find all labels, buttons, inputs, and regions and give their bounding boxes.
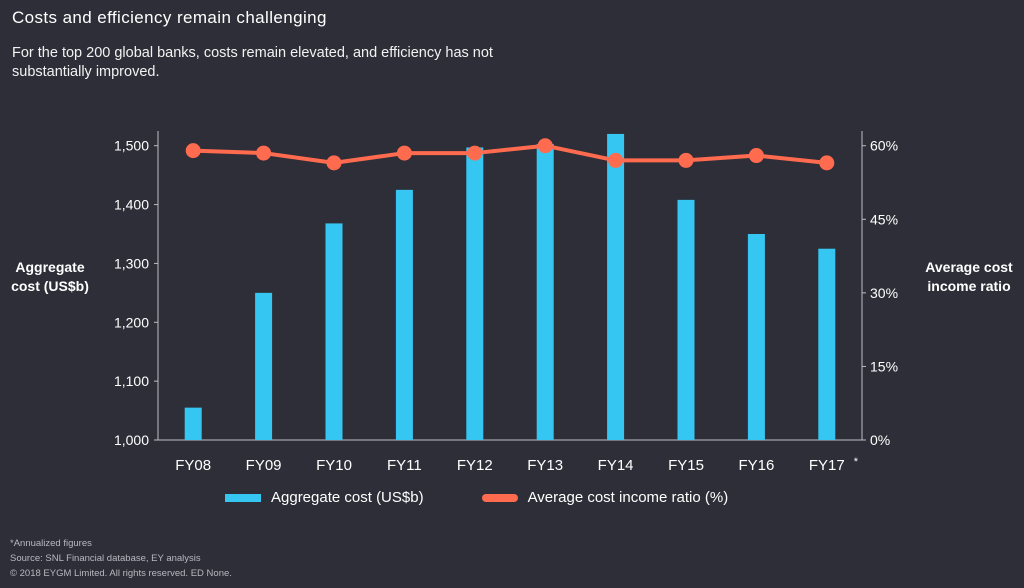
bar-fy12 [466,147,484,441]
line-layer [185,138,835,171]
left-tick-label: 1,200 [114,314,149,330]
x-tick-label: FY17 [809,457,845,474]
chart-subtitle: For the top 200 global banks, costs rema… [12,45,493,80]
footnote-annualized: *Annualized figures [10,538,92,549]
line-point-fy16 [748,148,764,164]
line-point-fy15 [678,152,694,168]
left-tick-label: 1,300 [114,255,149,271]
x-tick-mark-fy17: * [854,456,859,468]
left-tick-label: 1,500 [114,138,149,154]
x-tick-label: FY08 [175,457,211,474]
left-tick-label: 1,400 [114,197,149,213]
chart-title: Costs and efficiency remain challenging [12,8,327,27]
line-point-fy12 [467,145,483,161]
legend-swatch-bar [225,493,261,502]
line-point-fy10 [326,155,342,171]
footnotes: *Annualized figures Source: SNL Financia… [10,536,232,581]
x-tick-label: FY11 [387,457,422,474]
bar-fy14 [607,133,625,440]
footnote-copyright: © 2018 EYGM Limited. All rights reserved… [10,568,232,579]
x-tick-label: FY13 [527,457,563,474]
left-tick-label: 1,100 [114,373,149,389]
x-tick-label: FY12 [457,457,493,474]
legend-label-line: Average cost income ratio (%) [527,489,729,506]
right-axis-label: Average cost income ratio [925,259,1013,294]
line-point-fy08 [185,143,201,159]
bar-fy11 [395,189,413,440]
line-point-fy14 [608,152,624,168]
line-point-fy17 [819,155,835,171]
bar-fy15 [677,199,695,440]
right-tick-label: 45% [870,211,898,227]
bar-fy13 [536,143,554,440]
legend-item-line: Average cost income ratio (%) [481,489,729,506]
legend-item-bar: Aggregate cost (US$b) [225,489,424,506]
right-tick-label: 60% [870,138,898,154]
left-axis-label: Aggregate cost (US$b) [11,259,89,294]
line-point-fy09 [256,145,272,161]
x-tick-label: FY15 [668,457,704,474]
bar-fy10 [325,223,343,440]
bars-layer [184,133,836,441]
bar-fy16 [747,234,765,440]
bar-fy17 [818,248,836,440]
x-tick-label: FY09 [246,457,282,474]
footnote-source: Source: SNL Financial database, EY analy… [10,553,201,564]
left-tick-label: 1,000 [114,432,149,448]
legend-swatch-line [481,493,518,502]
right-tick-label: 30% [870,285,898,301]
line-point-fy13 [537,138,553,154]
x-tick-label: FY14 [598,457,634,474]
ticks-layer: 1,000 1,100 1,200 1,300 1,400 1,500 0% 15% 30% 45… [114,138,898,474]
axes-layer [154,131,866,441]
bar-fy09 [255,292,273,440]
legend-label-bar: Aggregate cost (US$b) [271,489,424,506]
x-tick-label: FY10 [316,457,352,474]
line-point-fy11 [396,145,412,161]
cost-income-ratio-line [193,143,828,165]
right-tick-label: 15% [870,358,898,374]
x-tick-label: FY16 [738,457,774,474]
legend: Aggregate cost (US$b) Average cost incom… [225,489,786,506]
bar-fy08 [184,407,202,440]
right-tick-label: 0% [870,432,890,448]
